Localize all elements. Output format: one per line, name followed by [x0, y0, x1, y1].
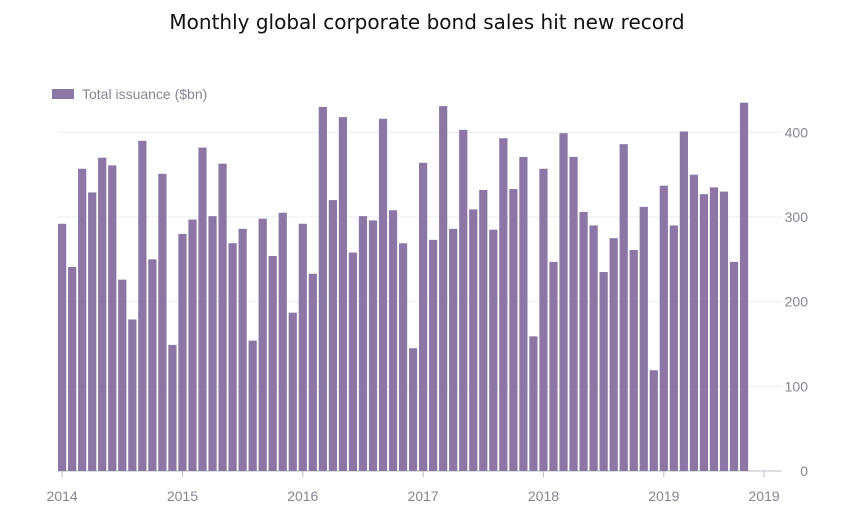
bar-2018-05 — [579, 211, 588, 472]
bar-2018-12 — [649, 370, 658, 471]
bar-2015-03 — [198, 147, 207, 471]
bar-2014-08 — [128, 319, 137, 471]
bar-2014-11 — [158, 173, 167, 471]
bar-2018-04 — [569, 156, 578, 471]
bar-2018-03 — [559, 133, 568, 471]
bar-2017-01 — [419, 162, 428, 471]
bar-2017-07 — [479, 189, 488, 471]
bar-2015-02 — [188, 219, 197, 471]
bar-2015-12 — [288, 312, 297, 471]
bar-2016-09 — [378, 118, 388, 471]
bar-2016-02 — [308, 273, 317, 471]
bar-2016-07 — [358, 216, 368, 471]
y-tick-label: 300 — [785, 209, 809, 225]
bar-2016-12 — [408, 348, 418, 471]
bar-2014-07 — [118, 279, 127, 471]
bar-2016-03 — [318, 106, 327, 472]
chart-title: Monthly global corporate bond sales hit … — [169, 10, 685, 34]
x-tick-label: 2015 — [167, 488, 198, 504]
bar-2014-01 — [58, 223, 67, 471]
bar-2018-07 — [599, 272, 608, 471]
bar-2017-04 — [449, 228, 458, 471]
y-tick-label: 0 — [800, 463, 808, 479]
bar-2014-09 — [138, 140, 147, 472]
bar-2019-03 — [679, 131, 688, 472]
bar-2017-08 — [489, 229, 498, 471]
x-tick-label: 2017 — [408, 488, 439, 504]
x-tick-label: 2019 — [749, 488, 780, 504]
y-tick-label: 200 — [785, 294, 809, 310]
x-tick-label: 2016 — [287, 488, 318, 504]
bar-2014-12 — [168, 344, 177, 471]
bar-2017-12 — [529, 336, 538, 471]
bar-2019-09 — [739, 102, 749, 471]
bar-2018-10 — [629, 250, 638, 471]
bar-2015-04 — [208, 216, 217, 471]
bar-2018-06 — [589, 225, 598, 471]
bar-2017-05 — [459, 129, 468, 472]
x-tick-label: 2018 — [528, 488, 559, 504]
bar-2014-04 — [88, 192, 97, 471]
bars — [58, 102, 749, 472]
bar-2014-02 — [68, 266, 77, 471]
bar-2015-06 — [228, 243, 237, 471]
bar-2017-11 — [519, 156, 528, 471]
bar-2015-10 — [268, 255, 277, 471]
bar-2019-04 — [689, 174, 698, 472]
bar-2018-01 — [539, 168, 548, 472]
bar-2018-02 — [549, 261, 558, 471]
bar-2018-08 — [609, 238, 618, 471]
bar-2016-05 — [338, 117, 348, 471]
bar-2016-01 — [298, 223, 307, 471]
bar-2016-06 — [348, 252, 358, 471]
legend-label: Total issuance ($bn) — [82, 86, 208, 102]
x-tick-labels: 2014 2015 2016 2017 2018 2019 2019 — [47, 471, 780, 504]
bar-2018-09 — [619, 144, 628, 471]
bar-2017-10 — [509, 189, 518, 471]
bar-2014-10 — [148, 259, 157, 471]
bar-2019-06 — [709, 187, 719, 471]
bar-2015-05 — [218, 163, 227, 471]
bar-2014-03 — [78, 168, 87, 472]
legend-swatch — [52, 89, 74, 99]
bar-2014-06 — [108, 165, 117, 471]
bar-2014-05 — [98, 157, 107, 472]
bar-2016-11 — [398, 243, 408, 471]
x-tick-label: 2019 — [648, 488, 679, 504]
bar-2018-11 — [639, 206, 648, 471]
bar-2017-09 — [499, 138, 508, 471]
bar-2019-01 — [659, 185, 668, 472]
bar-2017-03 — [439, 106, 448, 471]
bar-2019-07 — [719, 191, 729, 471]
bar-2019-02 — [669, 225, 678, 471]
bar-2019-08 — [729, 261, 739, 471]
chart-legend: Total issuance ($bn) — [52, 86, 207, 102]
bar-2017-02 — [429, 239, 438, 471]
bar-2015-08 — [248, 340, 257, 471]
bar-2016-04 — [328, 200, 337, 471]
bar-2019-05 — [699, 194, 709, 471]
bar-2016-10 — [388, 210, 398, 472]
bar-2015-07 — [238, 228, 247, 471]
bar-2016-08 — [368, 220, 378, 471]
y-tick-labels: 0 100 200 300 400 — [785, 124, 809, 479]
bar-2017-06 — [469, 209, 478, 471]
bar-2015-11 — [278, 212, 287, 471]
x-tick-label: 2014 — [47, 488, 78, 504]
bar-2015-09 — [258, 218, 267, 471]
y-tick-label: 100 — [785, 378, 809, 394]
bar-2015-01 — [178, 233, 187, 471]
y-tick-label: 400 — [785, 124, 809, 140]
